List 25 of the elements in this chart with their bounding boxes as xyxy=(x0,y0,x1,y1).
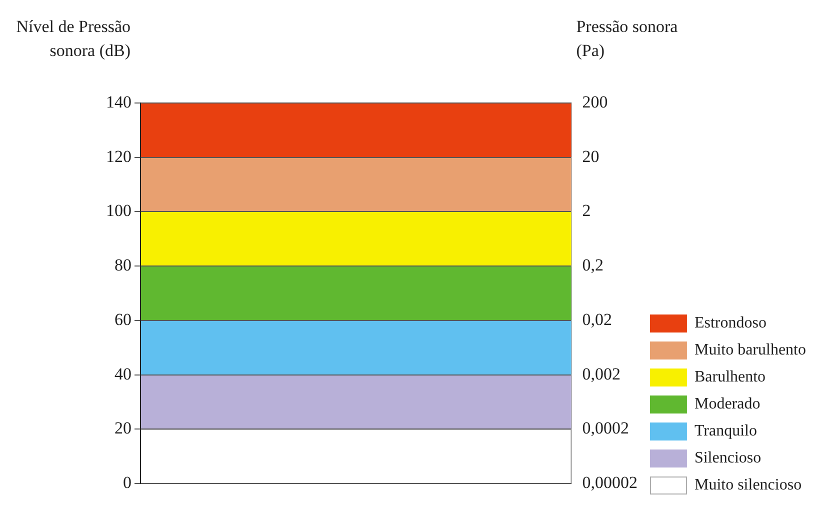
y-axis-title: Nível de Pressão sonora (dB) xyxy=(16,17,130,60)
y-tick-label: 100 xyxy=(106,201,132,220)
y2-tick-label: 2 xyxy=(582,201,591,220)
y-tick-label: 80 xyxy=(114,256,132,275)
legend-label: Tranquilo xyxy=(694,422,757,440)
y-tick-label: 0 xyxy=(123,473,132,492)
y2-tick-label: 0,00002 xyxy=(582,473,638,492)
y2-tick-label: 0,002 xyxy=(582,364,620,384)
y-tick-label: 120 xyxy=(106,146,132,166)
legend-label: Estrondoso xyxy=(694,314,766,332)
legend-label: Muito barulhento xyxy=(694,342,806,359)
y-tick-label: 60 xyxy=(114,310,132,329)
y-tick-label: 20 xyxy=(114,418,132,438)
y-tick-label: 140 xyxy=(106,92,132,112)
legend-label: Barulhento xyxy=(694,368,766,386)
legend-label: Muito silencioso xyxy=(694,476,802,494)
y2-tick-label: 20 xyxy=(582,146,600,166)
y2-tick-label: 0,0002 xyxy=(582,418,629,438)
legend-label: Silencioso xyxy=(694,450,762,467)
y2-tick-label: 0,02 xyxy=(582,310,612,329)
y2-axis-title: Pressão sonora (Pa) xyxy=(576,17,678,60)
legend-label: Moderado xyxy=(694,396,760,413)
y-tick-label: 40 xyxy=(114,364,132,384)
y2-tick-label: 200 xyxy=(582,92,608,112)
y2-tick-label: 0,2 xyxy=(582,256,604,275)
